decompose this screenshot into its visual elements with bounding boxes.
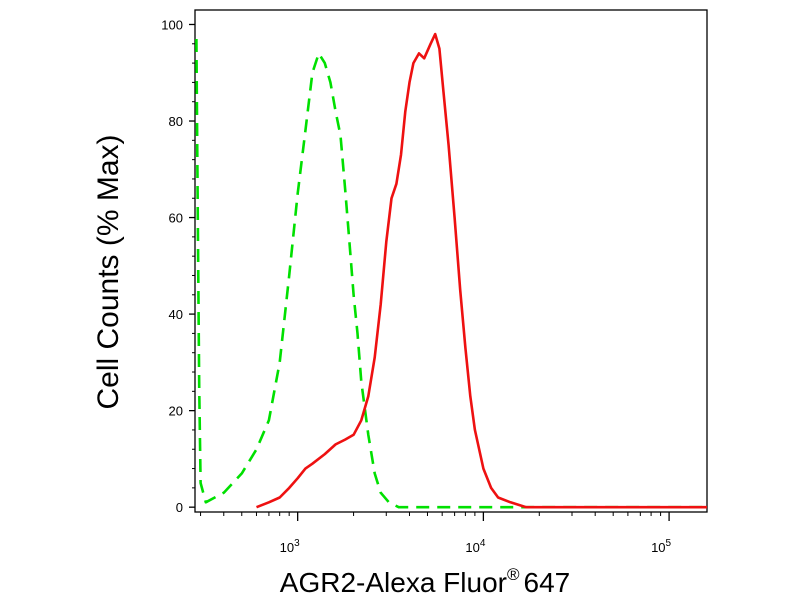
y-tick-label: 60: [169, 211, 183, 226]
x-tick-label-base: 10: [465, 540, 479, 555]
x-axis-ticks: 103 104 105: [200, 512, 672, 555]
plot-area-border: [194, 9, 708, 513]
x-tick-label-base: 10: [651, 540, 665, 555]
x-tick-label-exponent: 4: [480, 538, 486, 549]
x-axis-title-suffix: 647: [524, 567, 571, 598]
y-tick-label: 0: [176, 500, 183, 515]
x-axis-title-main: AGR2-Alexa Fluor: [280, 567, 507, 598]
y-tick-label: 80: [169, 114, 183, 129]
x-tick-label: 105: [651, 538, 671, 555]
y-tick-label: 40: [169, 307, 183, 322]
x-tick-label-base: 10: [280, 540, 294, 555]
series-line-1: [195, 38, 707, 509]
plot-frame: [194, 9, 708, 513]
series-line-2: [256, 32, 707, 509]
x-tick-label: 104: [465, 538, 485, 555]
series-layer: [195, 32, 707, 509]
x-tick-label-exponent: 5: [666, 538, 672, 549]
x-axis-title: AGR2-Alexa Fluor® 647: [280, 565, 570, 598]
x-axis-title-superscript: ®: [507, 565, 520, 584]
y-axis-title: Cell Counts (% Max): [92, 134, 125, 409]
y-tick-label: 20: [169, 404, 183, 419]
y-tick-label: 100: [161, 17, 183, 32]
x-tick-label: 103: [280, 538, 300, 555]
y-axis-ticks: 0 20 40 60 80 100: [161, 17, 195, 515]
x-tick-label-exponent: 3: [294, 538, 300, 549]
